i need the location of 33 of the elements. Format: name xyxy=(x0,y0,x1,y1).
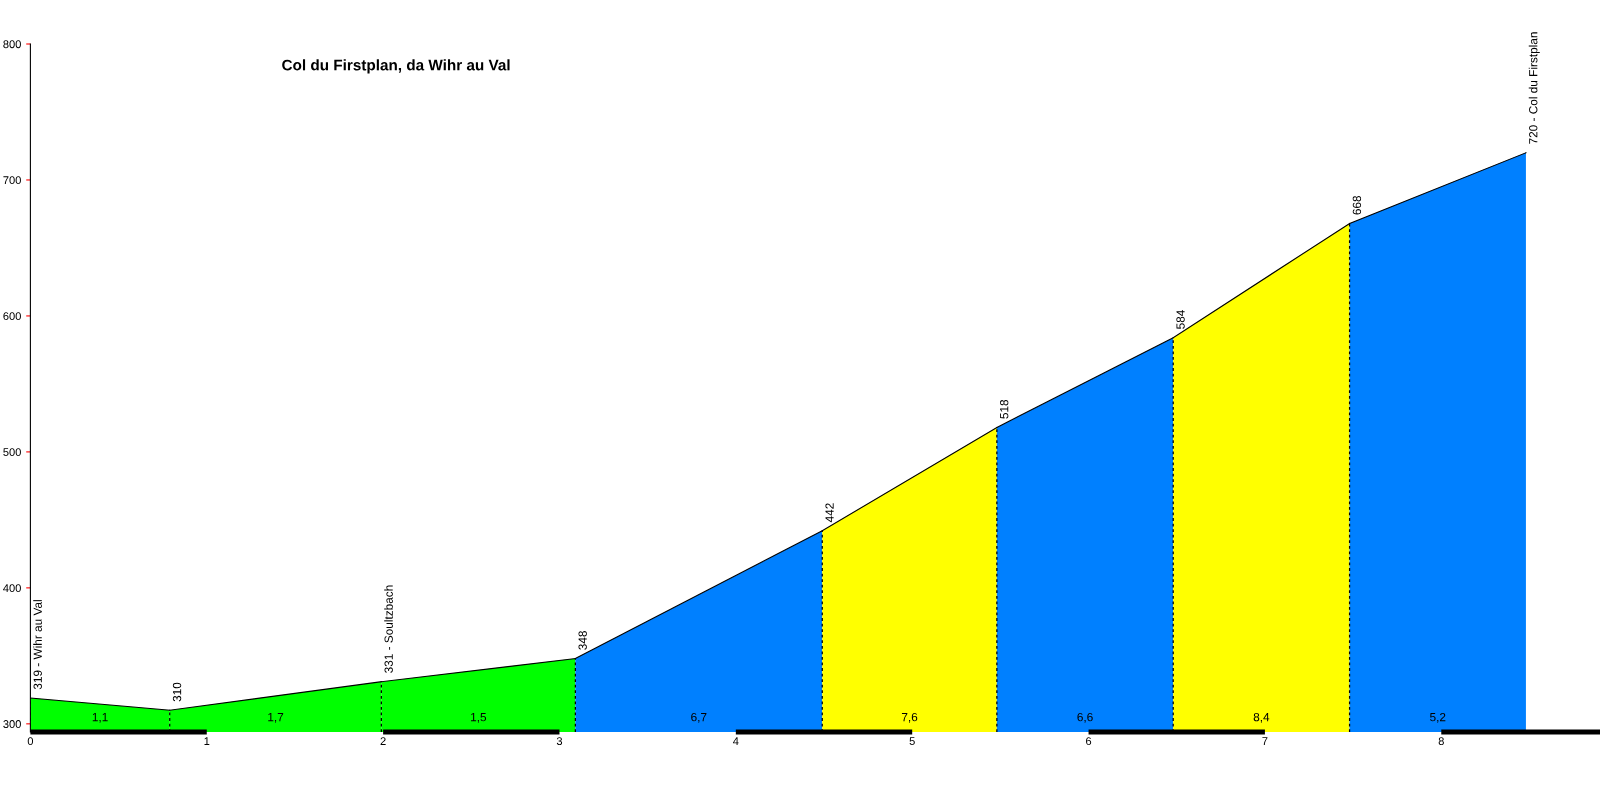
annotation: 310 xyxy=(172,682,182,702)
annotation: 584 xyxy=(1176,310,1185,329)
annotation: 442 xyxy=(825,503,834,523)
y-tick-label: 800 xyxy=(3,40,21,49)
annotation: 6,7 xyxy=(691,712,707,723)
annotation: 668 xyxy=(1352,195,1362,215)
annotation: 8,4 xyxy=(1253,712,1270,723)
x-tick-label: 0 xyxy=(27,737,34,746)
annotation: 5,2 xyxy=(1430,712,1446,723)
x-tick-label: 7 xyxy=(1262,737,1268,745)
x-tick-label: 4 xyxy=(733,737,739,745)
annotation: 1,1 xyxy=(92,713,108,723)
annotation: 319 - Wihr au Val xyxy=(33,600,42,690)
x-tick-label: 1 xyxy=(204,737,210,745)
x-tick-label: 3 xyxy=(556,737,563,746)
annotation: 6,6 xyxy=(1077,712,1093,723)
x-tick-label: 6 xyxy=(1086,737,1092,746)
annotation: 1,5 xyxy=(471,713,487,723)
y-tick-label: 400 xyxy=(3,584,21,593)
annotation: 720 - Col du Firstplan xyxy=(1528,32,1540,144)
y-tick-label: 600 xyxy=(3,312,21,321)
annotation: 7,6 xyxy=(901,712,918,723)
annotation: 331 - Soultzbach xyxy=(384,585,393,673)
annotation: 1,7 xyxy=(268,713,284,723)
y-tick-label: 500 xyxy=(3,448,21,457)
x-tick-label: 2 xyxy=(380,737,386,745)
y-tick-label: 700 xyxy=(3,176,21,185)
text: Col du Firstplan, da Wihr au Val xyxy=(282,59,510,74)
x-tick-label: 5 xyxy=(909,737,915,746)
annotation: 348 xyxy=(578,631,587,650)
y-tick-label: 300 xyxy=(3,720,21,728)
x-tick-label: 8 xyxy=(1438,737,1444,746)
annotation: 518 xyxy=(999,399,1009,419)
